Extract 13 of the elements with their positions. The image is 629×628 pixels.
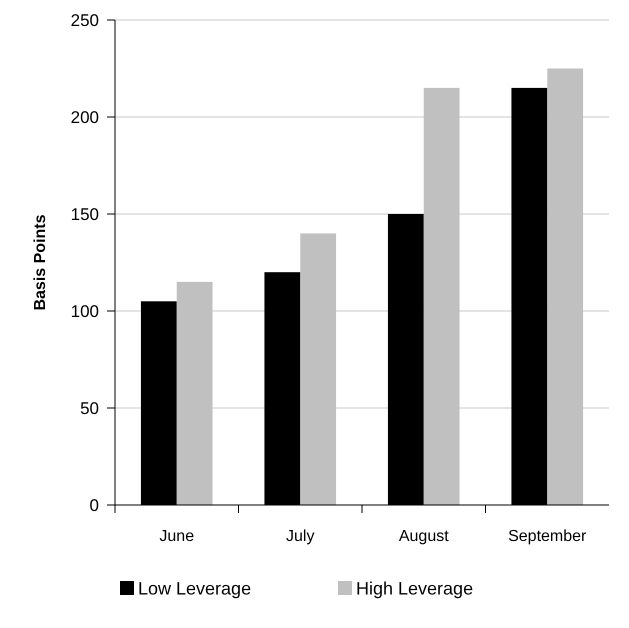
legend-label: Low Leverage xyxy=(138,578,252,598)
x-tick-label: June xyxy=(159,528,194,545)
y-tick-label: 150 xyxy=(70,204,99,224)
x-tick-label: August xyxy=(398,528,450,545)
x-tick-label: July xyxy=(286,528,314,545)
y-tick-label: 100 xyxy=(70,302,99,321)
y-tick-label: 200 xyxy=(70,108,99,127)
y-tick-label: 250 xyxy=(70,10,99,30)
y-tick-label: 0 xyxy=(90,496,99,515)
y-axis-title: Basis Points xyxy=(32,214,49,311)
x-tick-label: September xyxy=(508,528,588,545)
legend-label: High Leverage xyxy=(356,578,474,598)
y-tick-label: 50 xyxy=(80,398,99,418)
